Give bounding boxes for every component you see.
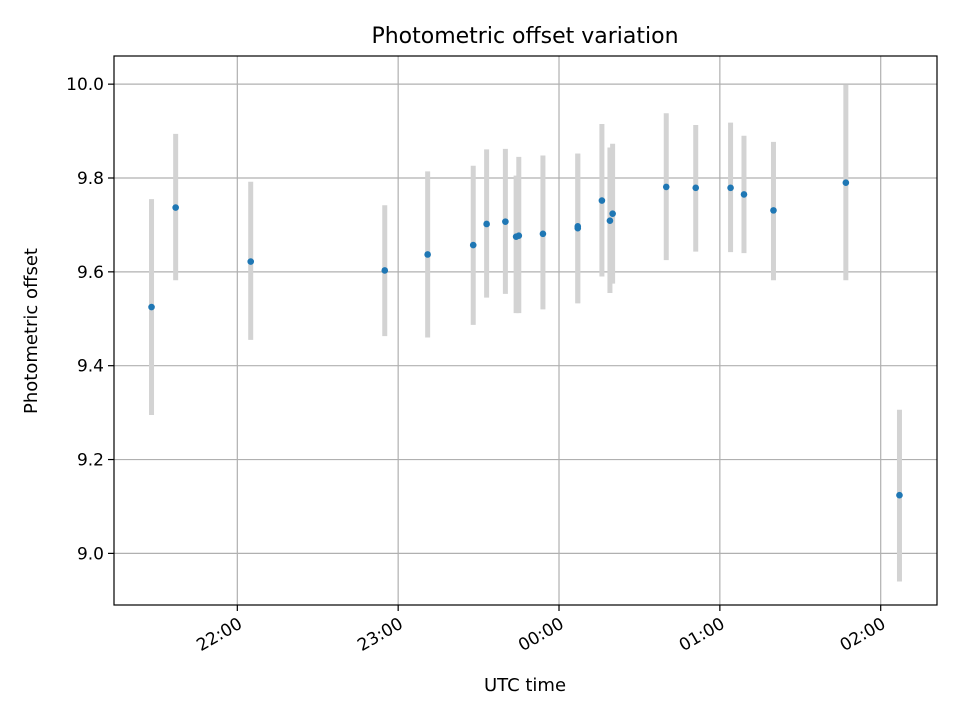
data-point <box>598 197 606 204</box>
data-point <box>606 217 614 224</box>
y-tick-label: 10.0 <box>66 75 104 95</box>
data-point <box>502 218 509 225</box>
data-point <box>539 230 547 238</box>
y-tick-label: 9.4 <box>77 357 104 377</box>
data-point <box>662 183 670 191</box>
data-point <box>424 251 431 258</box>
data-point <box>483 220 490 228</box>
plot-frame <box>113 55 938 606</box>
y-tick-label: 9.0 <box>77 544 104 564</box>
y-axis-label: Photometric offset <box>21 248 42 414</box>
data-point <box>740 191 748 198</box>
data-point <box>172 204 179 211</box>
x-axis-label: UTC time <box>484 675 566 696</box>
data-point <box>842 179 850 186</box>
data-point <box>609 210 616 217</box>
y-tick-label: 9.6 <box>77 263 104 283</box>
data-point <box>469 241 477 249</box>
data-point <box>515 232 523 240</box>
data-point <box>896 491 903 499</box>
data-points <box>148 179 903 499</box>
data-point <box>692 184 700 192</box>
data-point <box>148 303 155 311</box>
y-tick-label: 9.2 <box>77 451 104 471</box>
data-point <box>381 267 389 274</box>
data-point <box>770 207 777 214</box>
grid-lines <box>114 56 937 605</box>
y-tick-label: 9.8 <box>77 169 104 189</box>
data-point <box>247 258 255 265</box>
data-point <box>574 223 582 230</box>
chart-title: Photometric offset variation <box>371 24 678 49</box>
data-point <box>727 184 734 192</box>
